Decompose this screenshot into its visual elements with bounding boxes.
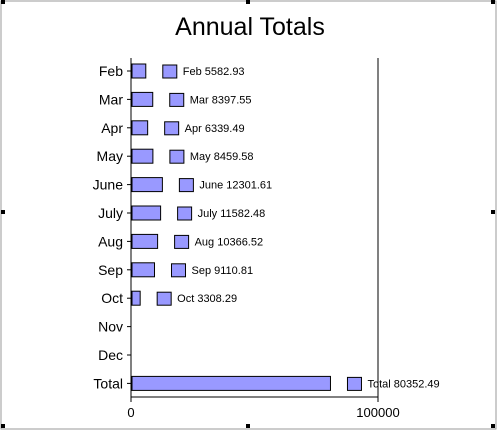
- category-label: May: [97, 148, 123, 164]
- category-label: Mar: [99, 91, 123, 107]
- data-label: Total 80352.49: [367, 378, 439, 390]
- bar: [131, 177, 163, 193]
- bar: [131, 91, 154, 107]
- category-label: Aug: [98, 233, 123, 249]
- category-label: Oct: [101, 290, 123, 306]
- selection-handle: [491, 210, 495, 214]
- category-label: Total: [93, 375, 123, 391]
- data-label: June 12301.61: [199, 180, 272, 192]
- selection-handle: [491, 424, 495, 428]
- data-label-key: [164, 121, 180, 136]
- data-label: May 8459.58: [190, 151, 254, 163]
- data-label-key: [171, 263, 187, 278]
- category-label: Feb: [99, 63, 123, 79]
- bar: [131, 63, 147, 79]
- chart-title: Annual Totals: [175, 13, 325, 41]
- data-label: Apr 6339.49: [185, 123, 245, 135]
- plot-area: 0 100000 Feb Feb 5582.93 Mar Mar 8397.55 Apr Ap…: [93, 58, 440, 420]
- data-label: Feb 5582.93: [183, 66, 245, 78]
- data-label: Aug 10366.52: [195, 236, 264, 248]
- bar: [131, 290, 141, 306]
- data-label-key: [174, 234, 190, 249]
- selection-handle: [491, 0, 495, 4]
- bar: [131, 205, 162, 221]
- bar: [131, 262, 156, 278]
- data-label: Mar 8397.55: [190, 94, 252, 106]
- data-label: July 11582.48: [198, 208, 266, 220]
- bar: [131, 375, 331, 391]
- x-tick-label: 100000: [356, 405, 399, 420]
- data-label-key: [177, 206, 193, 221]
- category-label: Dec: [98, 347, 123, 363]
- selection-handle: [1, 210, 5, 214]
- bar: [131, 148, 154, 164]
- category-label: Nov: [98, 319, 123, 335]
- data-label-key: [169, 149, 185, 164]
- data-label-key: [169, 92, 185, 107]
- data-label: Oct 3308.29: [177, 293, 237, 305]
- selection-handle: [1, 424, 5, 428]
- category-label: June: [93, 177, 124, 193]
- data-label-key: [156, 291, 172, 306]
- selection-handle: [246, 424, 250, 428]
- data-label-key: [178, 178, 194, 193]
- data-label: Sep 9110.81: [192, 265, 254, 277]
- data-label-key: [162, 64, 178, 79]
- selection-handle: [246, 0, 250, 4]
- bar: [131, 120, 149, 136]
- bar: [131, 233, 159, 249]
- category-label: July: [98, 205, 123, 221]
- selection-handle: [1, 0, 5, 4]
- x-tick-label: 0: [127, 405, 134, 420]
- category-label: Apr: [101, 120, 123, 136]
- category-label: Sep: [98, 262, 123, 278]
- data-label-key: [346, 376, 362, 391]
